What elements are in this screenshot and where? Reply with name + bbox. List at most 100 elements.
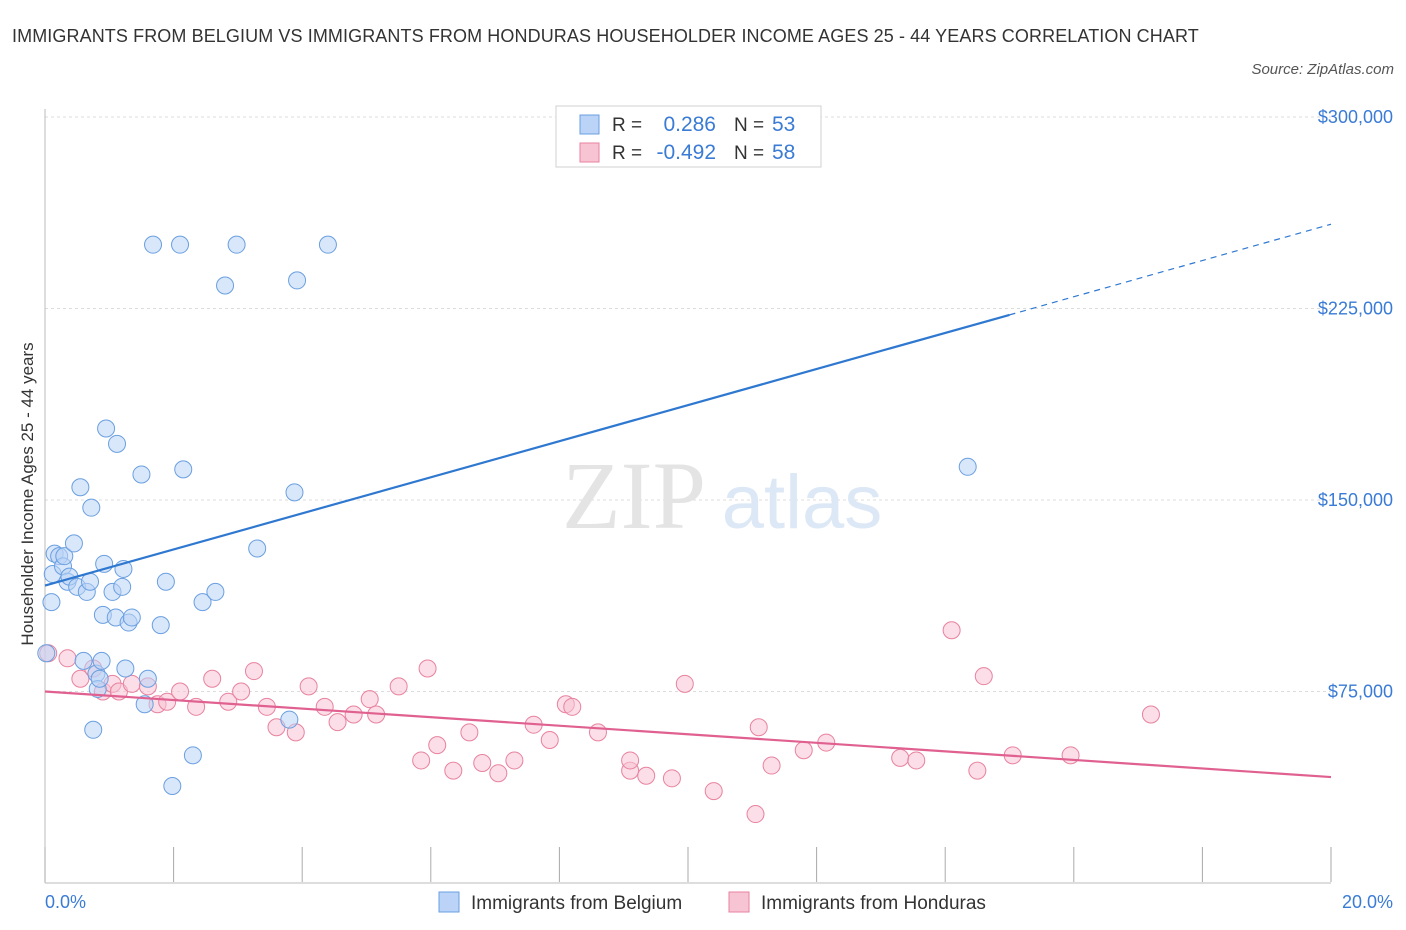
honduras-point: [974, 667, 993, 686]
legend-n-value: 53: [772, 113, 795, 136]
belgium-point: [71, 478, 90, 497]
legend-r-value: -0.492: [656, 141, 716, 164]
trend-lines: [44, 223, 1332, 779]
honduras-trend-line: [44, 690, 1332, 779]
honduras-point: [588, 723, 607, 742]
legend-label: Immigrants from Belgium: [471, 893, 682, 914]
honduras-point: [942, 621, 961, 640]
belgium-point: [116, 659, 135, 678]
watermark-atlas: atlas: [722, 460, 883, 545]
honduras-point: [621, 751, 640, 770]
honduras-point: [794, 741, 813, 760]
x-tick-label: 20.0%: [1342, 892, 1393, 912]
series-belgium-points: [37, 235, 977, 795]
belgium-point: [55, 547, 74, 566]
belgium-point: [132, 465, 151, 484]
belgium-point: [318, 235, 337, 254]
y-tick-label: $300,000: [1318, 107, 1393, 127]
honduras-point: [315, 697, 334, 716]
honduras-point: [749, 718, 768, 737]
legend-box: [555, 105, 822, 168]
honduras-point: [344, 705, 363, 724]
honduras-point: [704, 782, 723, 801]
honduras-point: [360, 690, 379, 709]
chart-source: Source: ZipAtlas.com: [1251, 61, 1394, 78]
legend-r-value: 0.286: [663, 113, 716, 136]
series-legend: Immigrants from Belgium Immigrants from H…: [438, 891, 986, 914]
belgium-point: [64, 534, 83, 553]
legend-label: Immigrants from Honduras: [761, 893, 986, 914]
honduras-point: [203, 669, 222, 688]
legend-r-label: R =: [612, 143, 642, 164]
belgium-point: [97, 419, 116, 438]
zipatlas-watermark: ZIP atlas: [562, 442, 882, 549]
series-honduras-points: [39, 621, 1160, 824]
belgium-point: [84, 720, 103, 739]
legend-n-label: N =: [734, 143, 764, 164]
honduras-point: [563, 697, 582, 716]
belgium-point: [248, 539, 267, 558]
legend-swatch: [579, 114, 600, 135]
honduras-point: [662, 769, 681, 788]
belgium-point: [113, 577, 132, 596]
honduras-point: [505, 751, 524, 770]
honduras-point: [122, 674, 141, 693]
chart-title: IMMIGRANTS FROM BELGIUM VS IMMIGRANTS FR…: [12, 26, 1199, 46]
belgium-point: [288, 271, 307, 290]
honduras-point: [675, 674, 694, 693]
legend-n-label: N =: [734, 115, 764, 136]
belgium-point: [171, 235, 190, 254]
belgium-point: [37, 644, 56, 663]
belgium-point: [42, 593, 61, 612]
belgium-trend-extension: [1009, 223, 1332, 316]
honduras-point: [299, 677, 318, 696]
tick-labels: $75,000 $150,000 $225,000 $300,000 0.0% 20.0%: [45, 107, 1393, 912]
x-tick-label: 0.0%: [45, 892, 86, 912]
belgium-point: [193, 593, 212, 612]
y-tick-label: $225,000: [1318, 299, 1393, 319]
correlation-legend: R = 0.286 N = 53 R = -0.492 N = 58: [555, 105, 822, 168]
legend-swatch: [579, 142, 600, 163]
belgium-point: [108, 434, 127, 453]
honduras-point: [473, 753, 492, 772]
belgium-point: [206, 582, 225, 601]
belgium-point: [183, 746, 202, 765]
honduras-point: [219, 692, 238, 711]
honduras-point: [907, 751, 926, 770]
belgium-point: [90, 669, 109, 688]
honduras-point: [444, 761, 463, 780]
belgium-point: [163, 776, 182, 795]
honduras-point: [158, 692, 177, 711]
belgium-point: [81, 572, 100, 591]
honduras-point: [746, 805, 765, 824]
honduras-point: [540, 731, 559, 750]
belgium-point: [156, 572, 175, 591]
honduras-point: [232, 682, 251, 701]
belgium-point: [958, 457, 977, 476]
legend-n-value: 58: [772, 141, 795, 164]
belgium-point: [82, 498, 101, 517]
legend-swatch: [728, 891, 750, 913]
belgium-point: [216, 276, 235, 295]
belgium-point: [122, 608, 141, 627]
belgium-point: [138, 669, 157, 688]
honduras-point: [328, 713, 347, 732]
honduras-point: [637, 766, 656, 785]
honduras-point: [489, 764, 508, 783]
belgium-point: [135, 695, 154, 714]
honduras-point: [968, 761, 987, 780]
honduras-point: [412, 751, 431, 770]
honduras-point: [171, 682, 190, 701]
y-axis-label: Householder Income Ages 25 - 44 years: [18, 342, 37, 645]
belgium-point: [144, 235, 163, 254]
legend-swatch: [438, 891, 460, 913]
honduras-point: [891, 748, 910, 767]
belgium-point: [227, 235, 246, 254]
honduras-point: [418, 659, 437, 678]
belgium-point: [74, 651, 93, 670]
honduras-point: [244, 662, 263, 681]
honduras-point: [58, 649, 77, 668]
belgium-trend-line: [44, 313, 1010, 587]
y-tick-label: $150,000: [1318, 490, 1393, 510]
